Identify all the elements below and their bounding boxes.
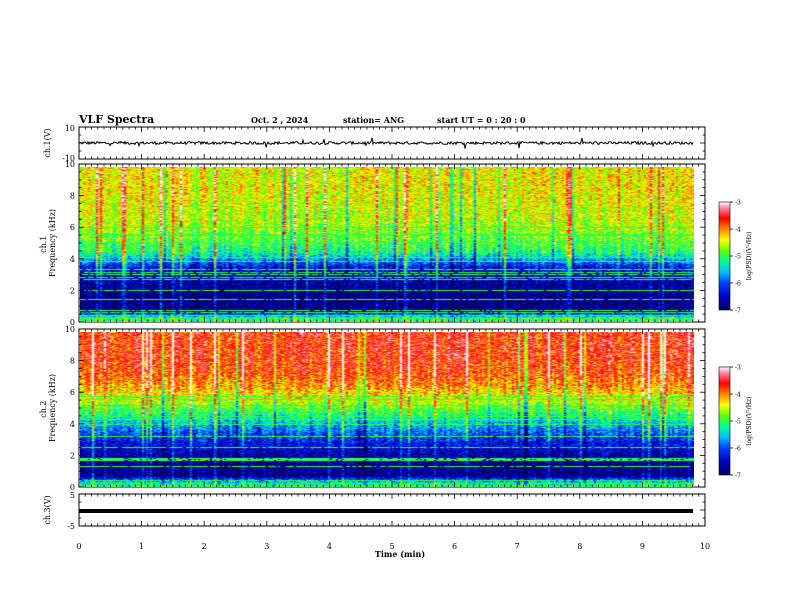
header-start-time: start UT = 0 : 20 : 0 xyxy=(437,115,526,125)
ch3-waveform-ticks xyxy=(78,493,706,527)
ch2-spectrogram-panel: 0 2 4 6 8 10 ch.2 Frequency (kHz) xyxy=(39,325,706,492)
x-tick-label: 1 xyxy=(139,542,144,551)
ch1-ytick-top: 10 xyxy=(65,124,75,133)
x-tick-label: 7 xyxy=(515,542,520,551)
colorbar-tick-label: -3 xyxy=(735,200,741,207)
colorbar-tick-label: -7 xyxy=(735,308,741,315)
ch2-colorbar-ticks: -3 -4 -5 -6 -7 xyxy=(730,365,741,480)
freq-tick-label: 8 xyxy=(70,192,75,201)
figure-title: VLF Spectra xyxy=(78,113,154,126)
ch1-colorbar: -3 -4 -5 -6 -7 log(PSD)(V²/Hz) xyxy=(718,200,753,315)
ch1-waveform-line xyxy=(79,137,694,149)
ch1-waveform-panel: 10 -10 ch.1(V) xyxy=(43,124,706,163)
colorbar-tick-label: -6 xyxy=(735,281,741,288)
colorbar-tick-label: -4 xyxy=(735,392,741,399)
header-station: station= ANG xyxy=(343,115,404,125)
ch3-waveform-ylabel: ch.3(V) xyxy=(43,495,52,524)
freq-tick-label: 0 xyxy=(70,318,75,327)
x-tick-label: 9 xyxy=(640,542,645,551)
ch3-ytick-bottom: -5 xyxy=(67,522,75,531)
freq-tick-label: 0 xyxy=(70,483,75,492)
freq-tick-label: 6 xyxy=(70,388,75,397)
ch2-colorbar-label: log(PSD)(V²/Hz) xyxy=(746,397,753,446)
freq-tick-label: 8 xyxy=(70,357,75,366)
ch2-colorbar-gradient xyxy=(718,366,731,476)
x-tick-label: 8 xyxy=(577,542,582,551)
freq-tick-label: 4 xyxy=(70,255,75,264)
ch2-spectrogram-ticks xyxy=(78,328,706,488)
ch2-spectrogram-image xyxy=(80,332,694,487)
ch1-spectrogram-ylabel: ch.1 Frequency (kHz) xyxy=(39,209,57,277)
freq-tick-label: 10 xyxy=(65,160,75,169)
ch1-spectrogram-panel: 0 2 4 6 8 10 ch.1 Frequency (kHz) xyxy=(39,160,706,327)
ch1-spectrogram-image xyxy=(80,167,694,322)
x-tick-label: 6 xyxy=(452,542,457,551)
freq-tick-label: 6 xyxy=(70,223,75,232)
ch1-colorbar-gradient xyxy=(718,201,731,311)
x-tick-label: 4 xyxy=(327,542,332,551)
x-tick-label: 2 xyxy=(202,542,207,551)
ch2-ylabel-line2: Frequency (kHz) xyxy=(48,374,57,442)
header-date: Oct. 2 , 2024 xyxy=(251,115,309,125)
ch2-colorbar: -3 -4 -5 -6 -7 log(PSD)(V²/Hz) xyxy=(718,365,753,480)
freq-tick-label: 4 xyxy=(70,420,75,429)
ch3-ytick-top: 5 xyxy=(70,491,75,500)
ch1-ytick-bottom: -10 xyxy=(62,154,75,163)
x-axis-ticklabels: 0 1 2 3 4 5 6 7 8 9 10 xyxy=(76,542,710,551)
ch1-ylabel-line2: Frequency (kHz) xyxy=(48,209,57,277)
ch2-spectrogram-ylabel: ch.2 Frequency (kHz) xyxy=(39,374,57,442)
colorbar-tick-label: -7 xyxy=(735,473,741,480)
x-tick-label: 3 xyxy=(264,542,269,551)
x-tick-label: 5 xyxy=(389,542,394,551)
ch1-spectrogram-yticklabels: 0 2 4 6 8 10 xyxy=(65,160,75,327)
colorbar-tick-label: -3 xyxy=(735,365,741,372)
freq-tick-label: 10 xyxy=(65,325,75,334)
ch2-ylabel-line1: ch.2 xyxy=(39,401,48,418)
colorbar-tick-label: -5 xyxy=(735,419,741,426)
ch2-spectrogram-yticklabels: 0 2 4 6 8 10 xyxy=(65,325,75,492)
freq-tick-label: 2 xyxy=(70,451,75,460)
ch1-waveform-ticks xyxy=(78,126,706,160)
ch1-colorbar-label: log(PSD)(V²/Hz) xyxy=(746,232,753,281)
ch1-spectrogram-ticks xyxy=(78,163,706,323)
freq-tick-label: 2 xyxy=(70,286,75,295)
ch3-waveform-panel: 5 -5 ch.3(V) xyxy=(43,491,706,531)
colorbar-tick-label: -6 xyxy=(735,446,741,453)
colorbar-tick-label: -5 xyxy=(735,254,741,261)
x-axis-label: Time (min) xyxy=(375,549,425,559)
x-tick-label: 0 xyxy=(76,542,81,551)
ch1-colorbar-ticks: -3 -4 -5 -6 -7 xyxy=(730,200,741,315)
colorbar-tick-label: -4 xyxy=(735,227,741,234)
x-tick-label: 10 xyxy=(700,542,710,551)
ch1-waveform-ylabel: ch.1(V) xyxy=(43,128,52,157)
ch1-ylabel-line1: ch.1 xyxy=(39,236,48,253)
